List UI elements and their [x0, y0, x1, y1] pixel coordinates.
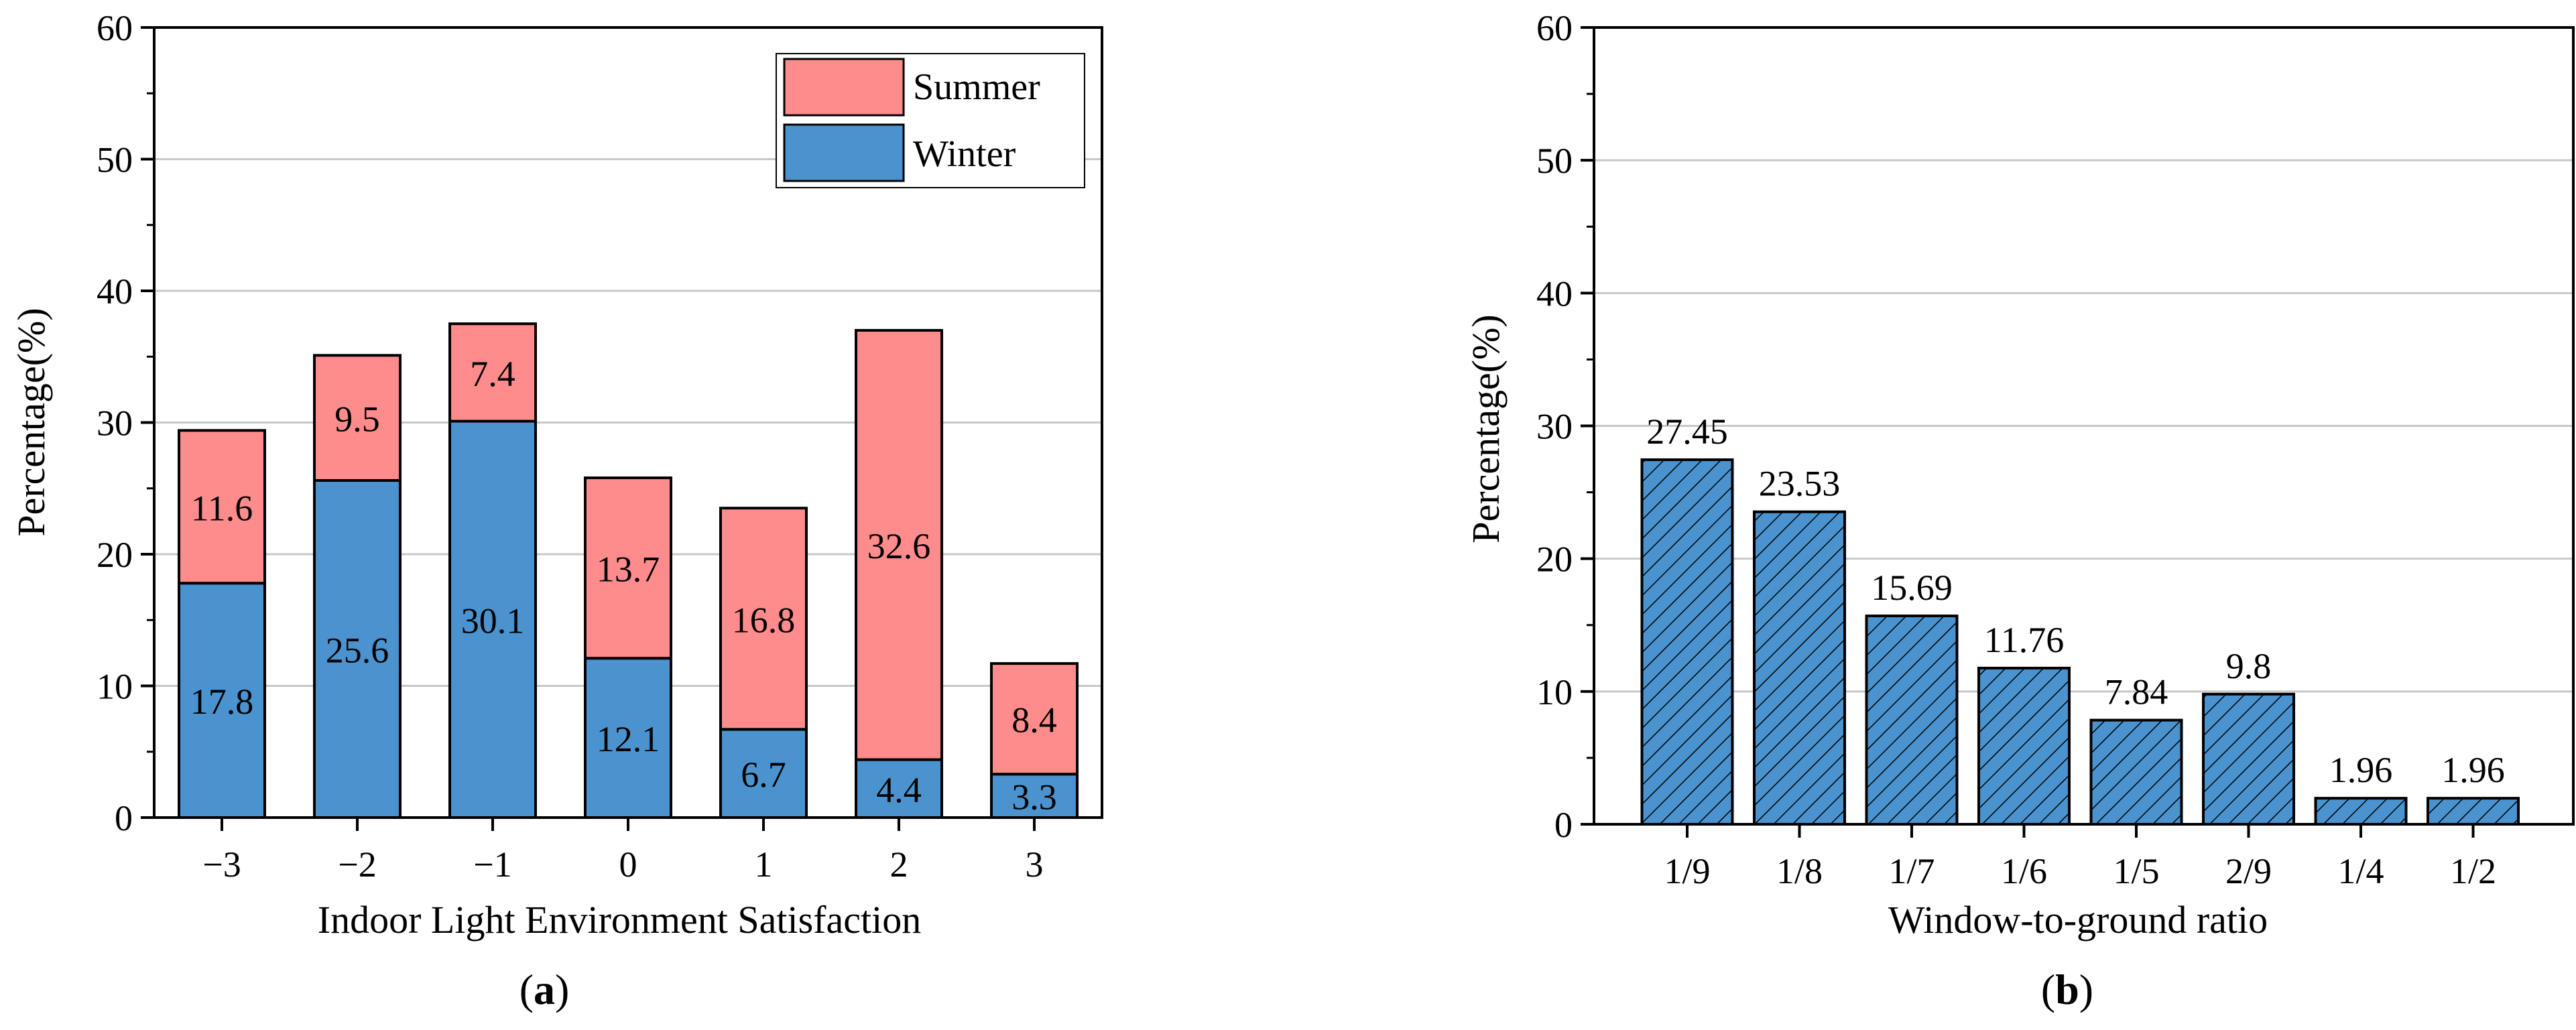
b-y-tick-label: 40	[1536, 273, 1573, 314]
b-y-tick-label: 20	[1536, 539, 1573, 580]
x-tick-label: 1/9	[1664, 851, 1710, 891]
bar-summer	[584, 476, 672, 660]
chart-a-data-labels: 17.8 11.6 25.6 9.5 30.1 7.4 12.1 13.7 6.7 16.8 4.4…	[190, 354, 1057, 818]
x-tick-label: −1	[473, 844, 511, 885]
b-y-tick-label: 10	[1536, 672, 1573, 712]
chart-a-bars	[178, 322, 1079, 820]
bar-hatch	[2202, 692, 2295, 826]
bar-summer	[719, 507, 808, 731]
data-label-winter: 30.1	[461, 600, 525, 641]
x-tick-label: 1/6	[2001, 851, 2047, 891]
x-tick-label: 1/2	[2450, 851, 2496, 891]
data-label-winter: 6.7	[741, 755, 786, 795]
data-label: 23.53	[1759, 464, 1841, 504]
a-y-tick-label: 10	[97, 667, 133, 707]
chart-b-y-axis: 0 10 20 30 40 50 60	[1536, 8, 1594, 845]
data-label-summer: 32.6	[867, 526, 931, 566]
data-label-summer: 7.4	[470, 354, 515, 394]
x-tick-label: −3	[202, 844, 241, 885]
a-y-tick-label: 0	[115, 798, 133, 838]
chart-a-panel-label: (a)	[519, 966, 570, 1013]
bar-hatch	[1640, 458, 1734, 826]
bar-hatch	[2089, 718, 2183, 826]
bar-hatch	[1977, 666, 2071, 826]
x-tick-label: 1/5	[2113, 851, 2159, 891]
chart-b-bars	[1640, 458, 2520, 826]
data-label: 27.45	[1646, 411, 1728, 452]
chart-a-gridlines	[154, 158, 1102, 687]
data-label: 11.76	[1984, 620, 2065, 660]
b-y-tick-label: 0	[1554, 805, 1573, 845]
x-tick-label: 1/7	[1888, 851, 1935, 891]
data-label: 7.84	[2105, 672, 2168, 712]
bar-hatch	[1865, 615, 1959, 826]
bar-hatch	[2427, 797, 2520, 826]
a-y-tick-label: 40	[97, 271, 133, 312]
chart-b-y-axis-label: Percentage(%)	[1464, 314, 1508, 543]
panel-letter-b: b	[2055, 966, 2079, 1013]
bar-summer	[313, 354, 402, 482]
a-y-tick-label: 50	[97, 140, 133, 180]
x-tick-label: 1/4	[2337, 851, 2384, 891]
data-label-winter: 3.3	[1011, 777, 1057, 818]
data-label: 15.69	[1871, 568, 1953, 608]
legend-swatch-summer	[783, 58, 905, 117]
data-label-summer: 13.7	[597, 550, 660, 590]
data-label-winter: 12.1	[597, 719, 660, 759]
x-tick-label: 2	[890, 844, 908, 885]
data-label-summer: 16.8	[732, 600, 796, 640]
a-y-tick-label: 20	[97, 535, 133, 575]
data-label-summer: 9.5	[334, 399, 380, 440]
legend-label-summer: Summer	[913, 66, 1040, 108]
chart-a-x-axis: −3 −2 −1 0 1 2 3	[202, 818, 1044, 885]
legend-swatch-winter	[783, 123, 905, 182]
data-label-summer: 11.6	[191, 488, 253, 528]
x-tick-label: 0	[619, 844, 637, 885]
data-label-summer: 8.4	[1011, 700, 1057, 741]
bar-winter	[178, 582, 266, 819]
chart-a-y-axis-label: Percentage(%)	[9, 308, 53, 536]
x-tick-label: 2/9	[2225, 851, 2272, 891]
bar-summer	[855, 328, 943, 761]
data-label-winter: 17.8	[190, 682, 254, 722]
chart-b: 27.45 23.53 15.69 11.76 7.84 9.8 1.96 1.96 0 10 2…	[1464, 8, 2575, 1013]
bar-summer	[178, 429, 266, 585]
chart-b-gridlines	[1594, 159, 2573, 693]
chart-a: 17.8 11.6 25.6 9.5 30.1 7.4 12.1 13.7 6.7 16.8 4.4…	[9, 8, 1103, 1013]
legend-label-winter: Winter	[913, 133, 1016, 175]
x-tick-label: 3	[1026, 844, 1044, 885]
chart-b-panel-label: (b)	[2041, 966, 2093, 1013]
chart-b-x-axis: 1/9 1/8 1/7 1/6 1/5 2/9 1/4 1/2	[1664, 824, 2496, 891]
b-y-tick-label: 60	[1536, 8, 1573, 48]
chart-a-x-axis-label: Indoor Light Environment Satisfaction	[318, 898, 921, 942]
data-label: 1.96	[2441, 750, 2505, 790]
chart-b-data-labels: 27.45 23.53 15.69 11.76 7.84 9.8 1.96 1.96	[1646, 411, 2505, 790]
bar-hatch	[1753, 510, 1846, 826]
x-tick-label: 1/8	[1776, 851, 1823, 891]
data-label-winter: 25.6	[326, 630, 389, 670]
chart-b-x-axis-label: Window-to-ground ratio	[1888, 898, 2268, 942]
a-y-tick-label: 30	[97, 403, 133, 444]
bar-winter	[719, 728, 808, 819]
a-y-tick-label: 60	[97, 8, 133, 48]
panel-letter-a: a	[534, 966, 555, 1013]
bar-summer	[990, 662, 1079, 776]
data-label: 1.96	[2329, 750, 2393, 790]
chart-a-legend: Summer Winter	[776, 53, 1085, 188]
data-label-winter: 4.4	[876, 770, 922, 810]
chart-a-y-axis: 0 10 20 30 40 50 60	[97, 8, 154, 838]
bar-hatch	[2314, 797, 2408, 826]
x-tick-label: −2	[338, 844, 376, 885]
x-tick-label: 1	[755, 844, 773, 885]
b-y-tick-label: 50	[1536, 141, 1573, 181]
b-y-tick-label: 30	[1536, 407, 1573, 447]
bar-summer	[448, 322, 537, 423]
data-label: 9.8	[2226, 646, 2272, 686]
